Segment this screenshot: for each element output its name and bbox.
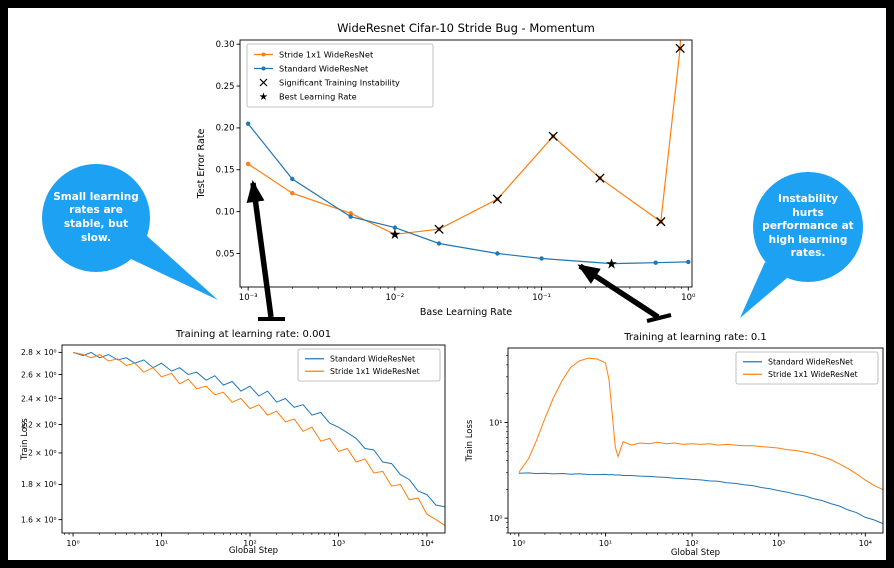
svg-text:10⁴: 10⁴ [420,539,433,548]
svg-text:Stride 1x1 WideResNet: Stride 1x1 WideResNet [279,49,374,59]
legend: Standard WideResNet Stride 1x1 WideResNet [297,348,441,382]
svg-text:Significant Training Instabili: Significant Training Instability [279,77,400,87]
svg-text:2.2 × 10⁰: 2.2 × 10⁰ [21,420,57,429]
svg-text:10⁻¹: 10⁻¹ [532,293,551,303]
x-axis-label: Global Step [671,548,720,558]
svg-text:0.20: 0.20 [216,124,235,134]
left-speech-bubble: Small learning rates are stable, but slo… [42,164,150,272]
series-line [247,123,689,265]
svg-text:Best Learning Rate: Best Learning Rate [279,91,357,101]
svg-text:2 × 10⁰: 2 × 10⁰ [28,449,56,458]
left-bubble-text: Small learning rates are stable, but slo… [53,190,139,244]
bottom-right-chart-train-loss-lr-01: 10⁰ 10¹ 10² 10³ 10⁴ 10⁰ 10¹ Training at learnin… [465,332,884,558]
top-chart-test-error-vs-lr: ★★10⁻³ 10⁻² 10⁻¹ 10⁰0.050.100.150.200.250.3… [196,21,696,318]
right-arrow [577,263,660,320]
figure-canvas: ★ ★ 10⁻³ 10⁻² 10⁻¹ 10⁰ 0.05 0.10 0.15 0.20 0.25 0.3… [8,8,886,560]
svg-text:10¹: 10¹ [489,418,502,427]
right-arrow-base [646,313,672,323]
svg-text:10⁰: 10⁰ [66,539,79,548]
svg-text:2.4 × 10⁰: 2.4 × 10⁰ [21,394,57,403]
x-axis-label: Global Step [229,546,278,556]
y-axis-label: Train Loss [20,418,30,461]
right-speech-bubble: Instability hurts performance at high le… [753,172,863,282]
svg-text:10¹: 10¹ [155,539,168,548]
svg-text:Standard WideResNet: Standard WideResNet [279,63,369,73]
y-axis-label: Train Loss [465,419,475,462]
svg-text:1.6 × 10⁰: 1.6 × 10⁰ [21,515,57,524]
plot-area [518,357,883,524]
legend: Standard WideResNet Stride 1x1 WideResNet [735,351,879,385]
svg-text:10⁴: 10⁴ [859,539,872,548]
svg-text:0.10: 0.10 [216,207,235,217]
left-bubble-tail [131,236,218,300]
svg-text:10²: 10² [685,539,698,548]
svg-text:2.6 × 10⁰: 2.6 × 10⁰ [21,370,57,379]
svg-text:★: ★ [605,256,618,272]
svg-text:0.25: 0.25 [216,82,235,92]
svg-text:Standard WideResNet: Standard WideResNet [768,358,853,367]
chart-title: WideResnet Cifar-10 Stride Bug - Momentu… [337,21,595,35]
svg-text:10³: 10³ [332,539,345,548]
plot-area [72,351,445,526]
svg-text:2.8 × 10⁰: 2.8 × 10⁰ [21,348,57,357]
legend: Stride 1x1 WideResNet Standard WideResNet… [246,43,434,108]
right-bubble-text: Instability hurts performance at high le… [762,192,854,260]
plot-area: ★★ [245,40,691,272]
svg-text:Stride 1x1 WideResNet: Stride 1x1 WideResNet [330,367,420,376]
annotation-overlay [131,180,787,323]
series-line [72,351,445,526]
x-axis-label: Base Learning Rate [420,307,512,318]
svg-text:10⁰: 10⁰ [489,514,502,523]
svg-text:10¹: 10¹ [599,539,612,548]
svg-text:0.30: 0.30 [216,40,235,50]
svg-text:★: ★ [389,227,402,243]
svg-text:0.15: 0.15 [216,166,235,176]
svg-text:10⁰: 10⁰ [512,539,525,548]
svg-text:Standard WideResNet: Standard WideResNet [330,355,415,364]
svg-text:★: ★ [259,91,268,103]
svg-text:10⁻³: 10⁻³ [239,293,258,303]
series-line [518,357,883,490]
svg-text:10⁰: 10⁰ [681,293,696,303]
series-line [518,472,883,524]
svg-text:0.05: 0.05 [216,249,235,259]
left-arrow [246,180,274,318]
svg-text:Stride 1x1 WideResNet: Stride 1x1 WideResNet [768,370,858,379]
chart-title: Training at learning rate: 0.1 [623,332,767,343]
chart-title: Training at learning rate: 0.001 [175,329,331,340]
svg-text:10²: 10² [243,539,256,548]
bottom-left-chart-train-loss-lr-0001: 10⁰ 10¹ 10² 10³ 10⁴ 2.8 × 10⁰ 2.6 × 10⁰ 2.4 × 1… [20,329,446,556]
svg-text:10⁻²: 10⁻² [385,293,404,303]
right-bubble-tail [740,262,787,318]
y-axis-label: Test Error Rate [196,129,207,200]
svg-text:1.8 × 10⁰: 1.8 × 10⁰ [21,480,57,489]
svg-text:10³: 10³ [772,539,785,548]
